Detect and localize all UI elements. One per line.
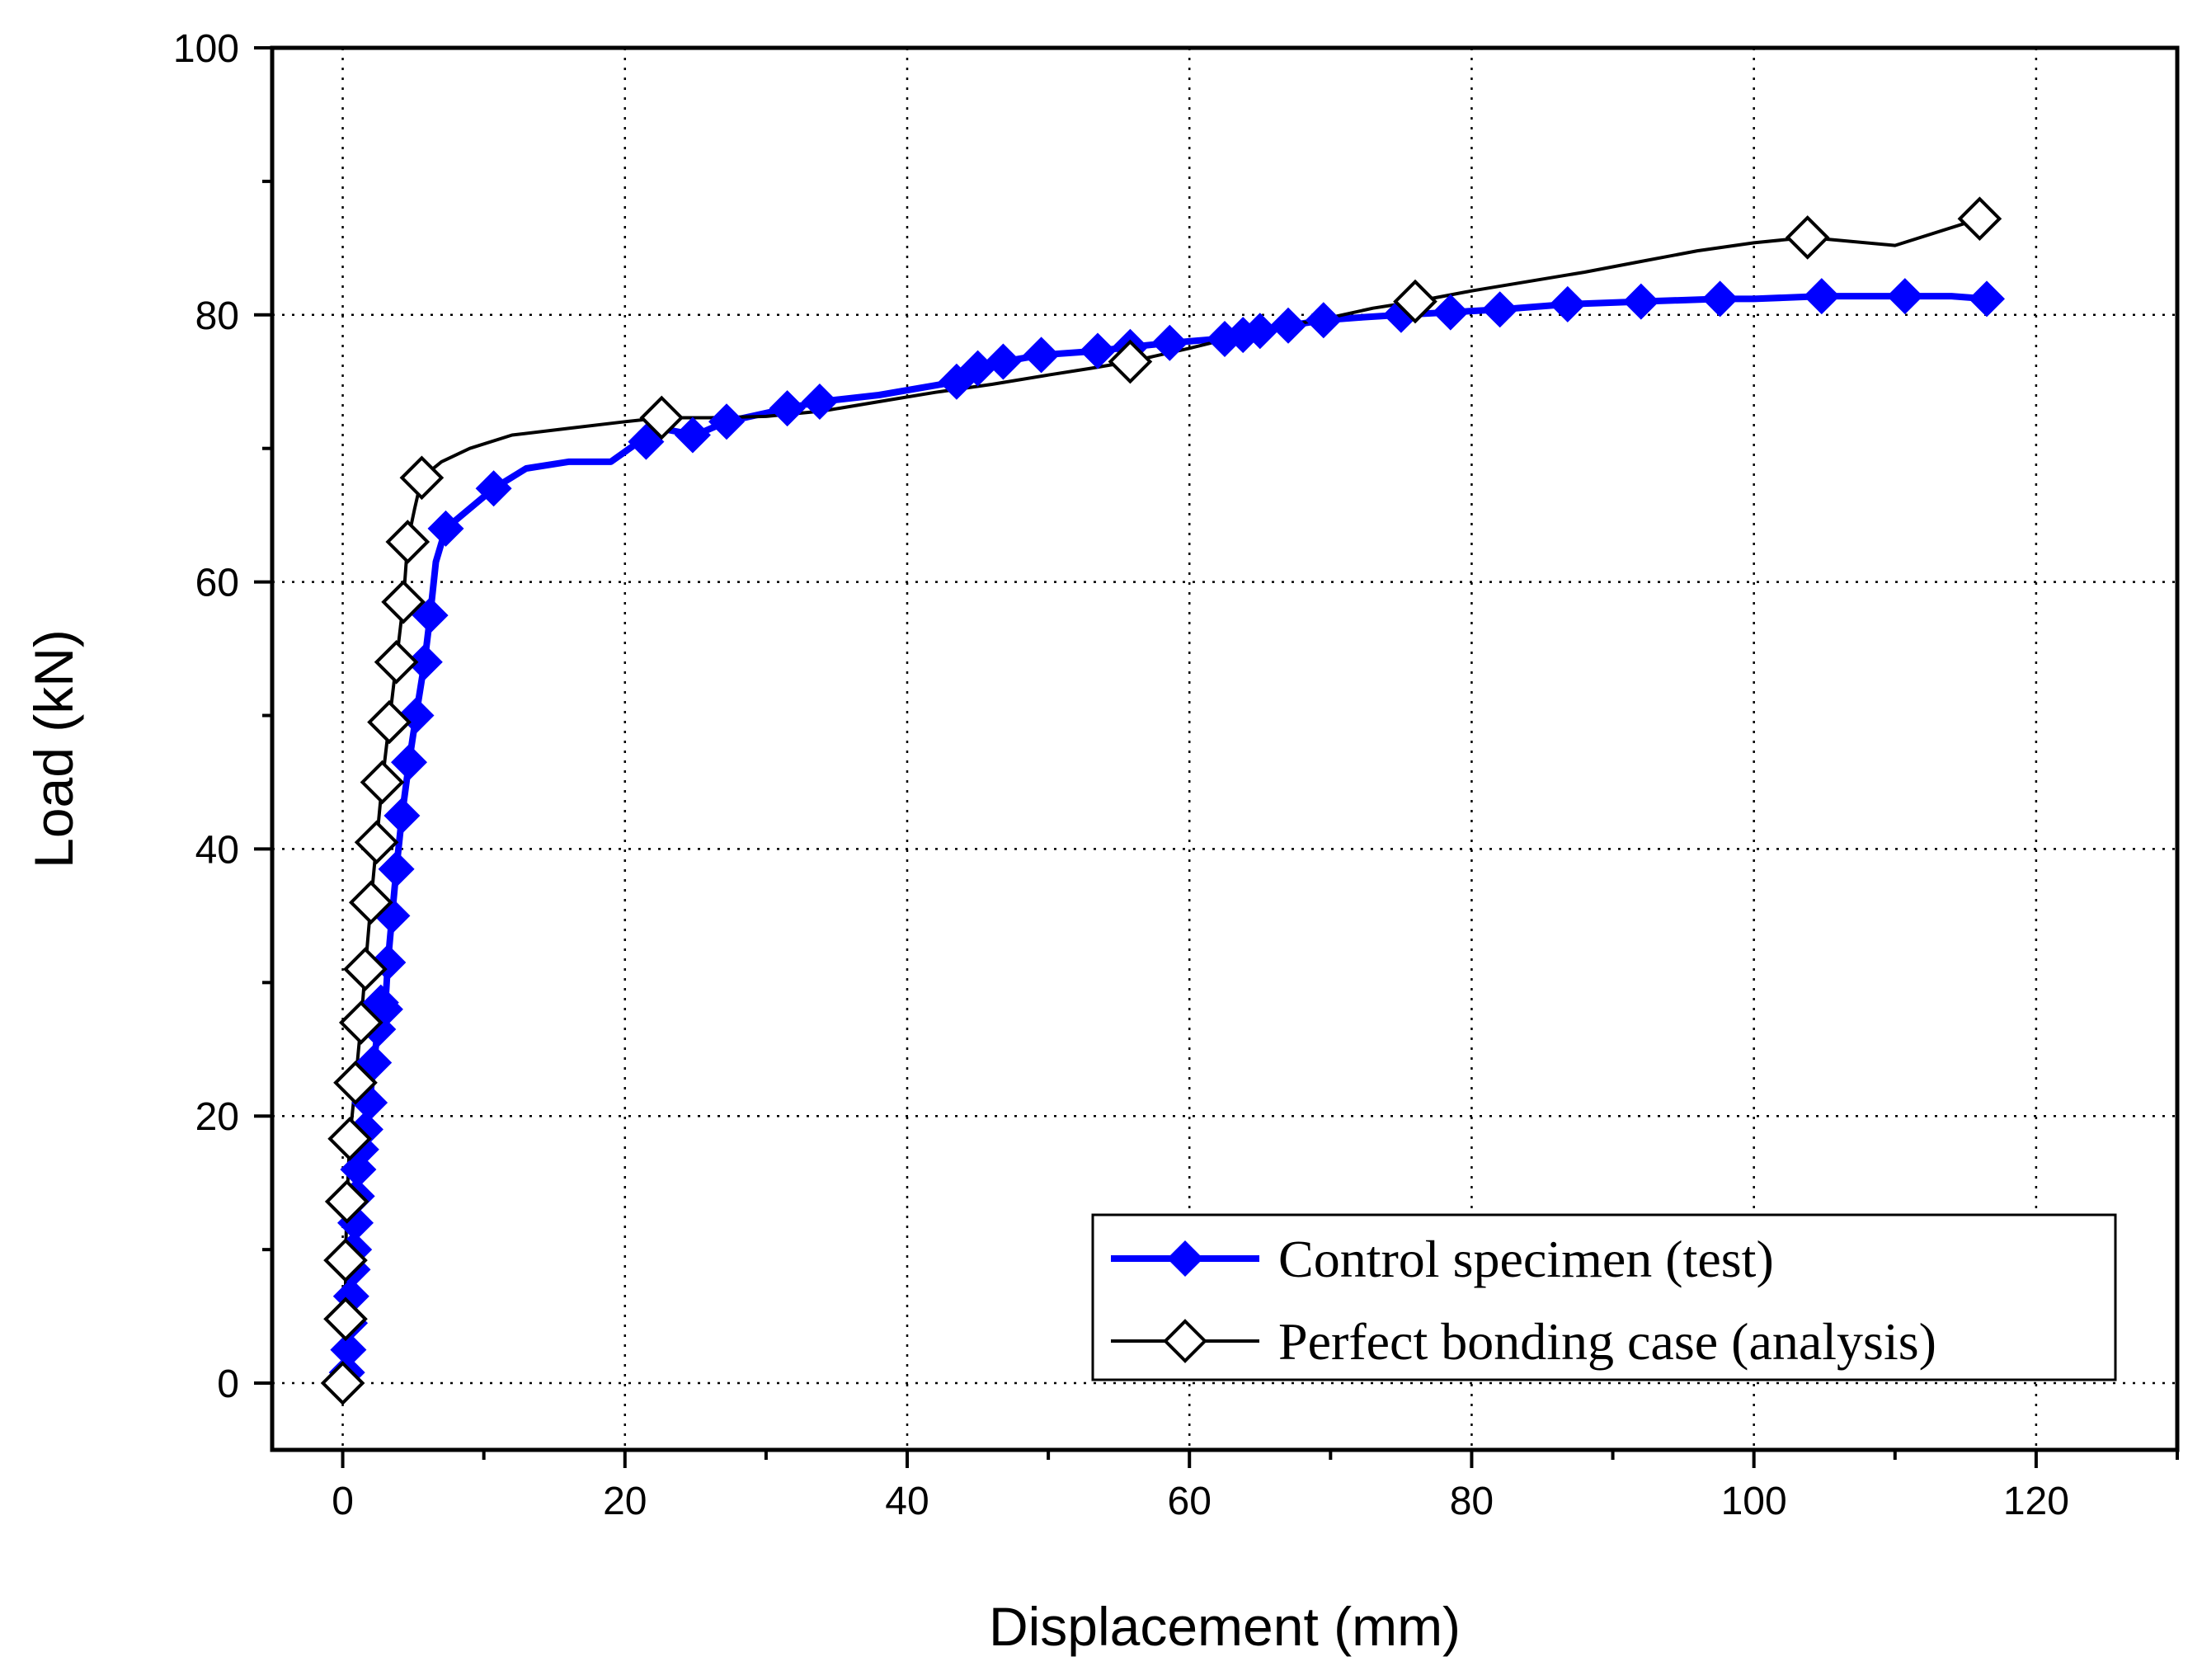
marker-control bbox=[1481, 291, 1518, 328]
marker-control bbox=[1270, 307, 1306, 344]
x-tick-label: 120 bbox=[2003, 1480, 2069, 1523]
x-tick-label: 100 bbox=[1721, 1480, 1787, 1523]
marker-analysis bbox=[333, 1060, 378, 1105]
marker-analysis bbox=[327, 1116, 372, 1161]
legend-marker-analysis bbox=[1163, 1319, 1207, 1363]
marker-control bbox=[330, 1331, 367, 1368]
y-axis-title: Load (kN) bbox=[23, 629, 84, 868]
marker-control bbox=[1886, 278, 1923, 315]
marker-analysis bbox=[1393, 279, 1437, 324]
marker-analysis bbox=[639, 395, 685, 440]
marker-control bbox=[1701, 280, 1739, 318]
marker-analysis bbox=[399, 455, 445, 501]
marker-control bbox=[1080, 332, 1116, 369]
x-tick-label: 40 bbox=[885, 1480, 929, 1523]
marker-control bbox=[1622, 283, 1659, 320]
marker-analysis bbox=[367, 699, 412, 745]
marker-analysis bbox=[1108, 339, 1153, 384]
marker-control bbox=[1803, 278, 1840, 315]
marker-control bbox=[427, 510, 464, 547]
marker-control bbox=[674, 416, 711, 454]
marker-analysis bbox=[1957, 196, 2002, 242]
x-tick-label: 80 bbox=[1450, 1480, 1494, 1523]
tick-labels: 0 20 40 60 80 100 120 0 20 40 60 80 100 bbox=[173, 27, 2069, 1523]
x-tick-label: 0 bbox=[332, 1480, 354, 1523]
y-tick-label: 0 bbox=[217, 1362, 239, 1406]
legend-label-control: Control specimen (test) bbox=[1278, 1230, 1774, 1288]
marker-control bbox=[406, 643, 443, 680]
marker-analysis bbox=[360, 760, 405, 805]
marker-analysis bbox=[381, 580, 426, 624]
marker-control bbox=[475, 470, 512, 507]
legend-box bbox=[1091, 1213, 2117, 1381]
marker-control bbox=[1969, 280, 2005, 318]
y-tick-label: 100 bbox=[173, 27, 239, 71]
marker-analysis bbox=[338, 1000, 383, 1045]
marker-control bbox=[1241, 313, 1278, 350]
marker-control bbox=[1151, 324, 1188, 361]
marker-analysis bbox=[385, 520, 431, 564]
marker-control bbox=[378, 850, 415, 887]
x-tick-label: 60 bbox=[1168, 1480, 1212, 1523]
y-tick-label: 40 bbox=[195, 828, 239, 872]
legend: Control specimen (test) Perfect bonding … bbox=[1091, 1213, 2117, 1381]
marker-analysis bbox=[323, 1296, 368, 1342]
marker-analysis bbox=[1785, 215, 1830, 260]
axis-ticks bbox=[254, 46, 2179, 1468]
marker-analysis bbox=[348, 880, 393, 925]
y-tick-label: 80 bbox=[195, 294, 239, 338]
marker-analysis bbox=[323, 1238, 368, 1282]
marker-control bbox=[708, 403, 745, 440]
marker-control bbox=[383, 798, 421, 834]
x-tick-label: 20 bbox=[603, 1480, 647, 1523]
marker-analysis bbox=[324, 1179, 369, 1224]
marker-control bbox=[1023, 336, 1060, 374]
y-tick-label: 60 bbox=[195, 562, 239, 605]
series-line-control bbox=[343, 293, 1990, 1376]
legend-marker-control bbox=[1167, 1240, 1203, 1277]
y-tick-label: 20 bbox=[195, 1095, 239, 1139]
marker-control bbox=[1432, 294, 1469, 331]
marker-control bbox=[1305, 302, 1342, 339]
marker-analysis bbox=[374, 639, 419, 685]
x-axis-title: Displacement (mm) bbox=[989, 1596, 1461, 1657]
marker-control bbox=[959, 350, 996, 387]
marker-control bbox=[769, 390, 806, 427]
marker-control bbox=[985, 343, 1022, 380]
marker-control bbox=[391, 744, 427, 781]
plot-frame bbox=[270, 45, 2180, 1452]
marker-control bbox=[801, 384, 838, 420]
series-line-analysis bbox=[341, 217, 1982, 1385]
marker-control bbox=[1549, 285, 1586, 322]
legend-label-analysis: Perfect bonding case (analysis) bbox=[1278, 1312, 1936, 1371]
plot-series bbox=[320, 196, 2005, 1405]
marker-analysis bbox=[354, 820, 399, 865]
marker-analysis bbox=[320, 1361, 365, 1405]
marker-analysis bbox=[343, 947, 388, 991]
